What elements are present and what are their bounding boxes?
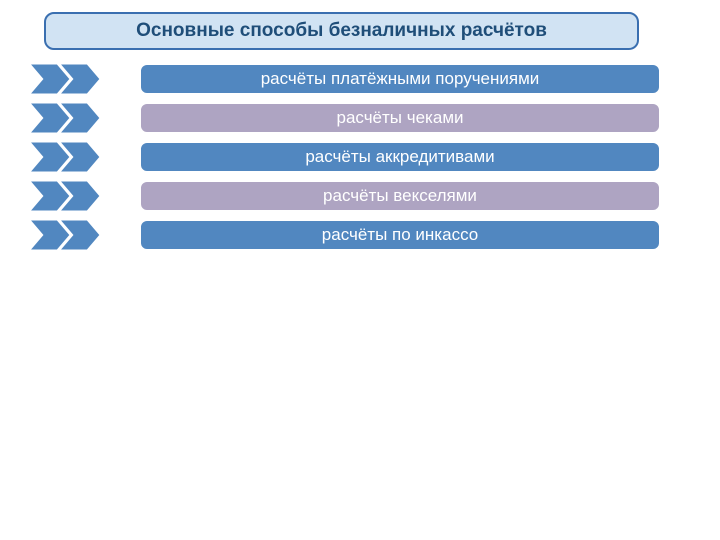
- item-bar: расчёты чеками: [140, 103, 660, 133]
- double-chevron-icon: [30, 220, 120, 250]
- chevron-icon: [60, 64, 100, 94]
- title-text: Основные способы безналичных расчётов: [136, 20, 547, 42]
- double-chevron-icon: [30, 142, 120, 172]
- item-bar: расчёты платёжными поручениями: [140, 64, 660, 94]
- list-item: расчёты чеками: [30, 103, 690, 133]
- chevron-icon: [60, 220, 100, 250]
- list-item: расчёты платёжными поручениями: [30, 64, 690, 94]
- double-chevron-icon: [30, 103, 120, 133]
- item-bar: расчёты векселями: [140, 181, 660, 211]
- chevron-icon: [60, 181, 100, 211]
- title-box: Основные способы безналичных расчётов: [44, 12, 639, 50]
- double-chevron-icon: [30, 64, 120, 94]
- list-item: расчёты аккредитивами: [30, 142, 690, 172]
- item-bar: расчёты по инкассо: [140, 220, 660, 250]
- list-item: расчёты по инкассо: [30, 220, 690, 250]
- chevron-icon: [60, 142, 100, 172]
- double-chevron-icon: [30, 181, 120, 211]
- item-rows: расчёты платёжными поручениями расчёты ч…: [30, 64, 690, 250]
- item-bar: расчёты аккредитивами: [140, 142, 660, 172]
- diagram-canvas: Основные способы безналичных расчётов ра…: [0, 0, 720, 540]
- chevron-icon: [60, 103, 100, 133]
- list-item: расчёты векселями: [30, 181, 690, 211]
